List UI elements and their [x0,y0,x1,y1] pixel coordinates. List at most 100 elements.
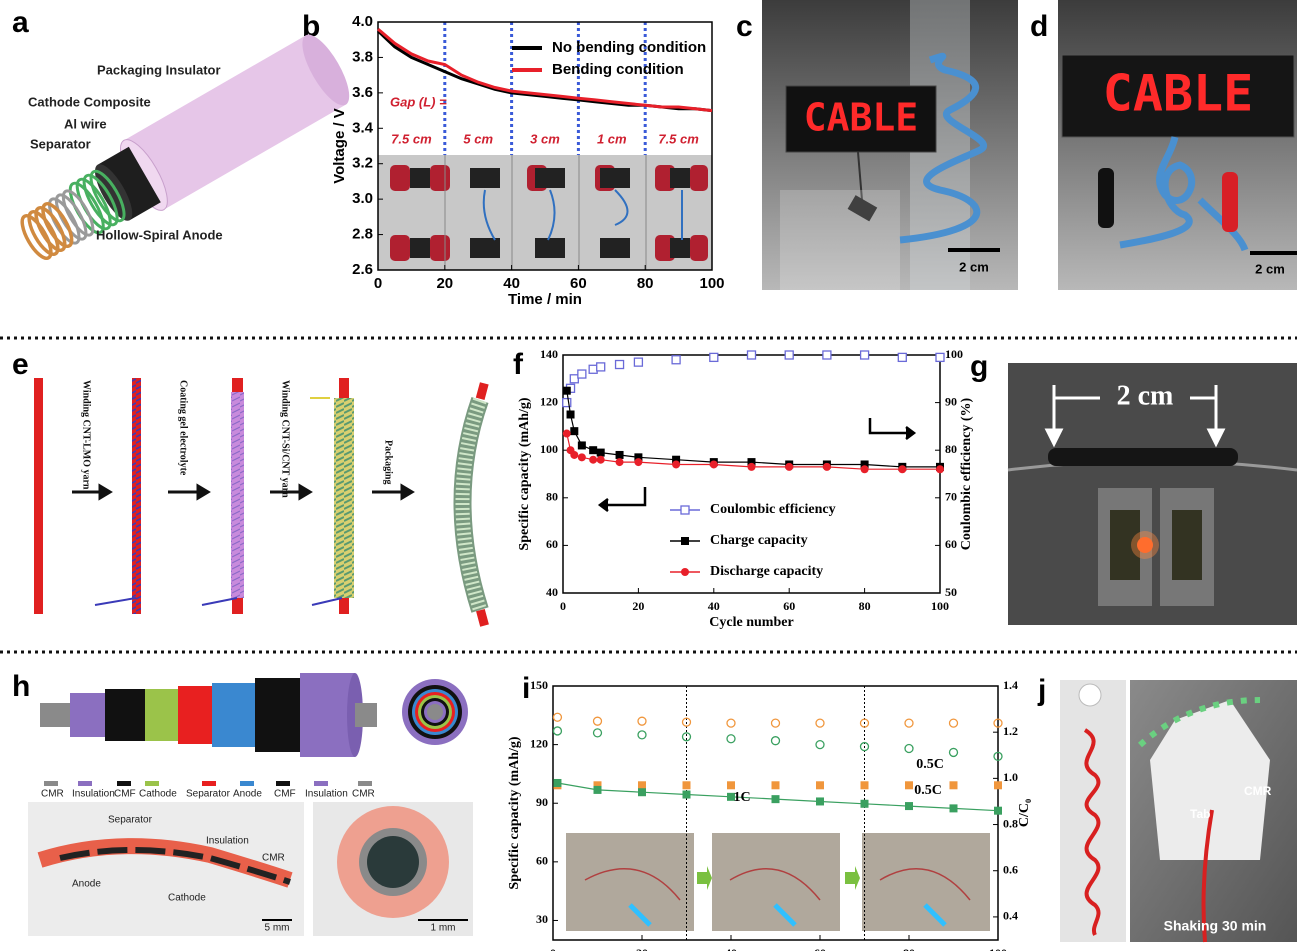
y-axis-label: Specific capacity (mAh/g) [517,397,532,551]
x-tick-label: 60 [814,946,826,951]
annotation: 7.5 cm [391,131,432,146]
marker [616,361,624,369]
y-tick-label: 3.2 [352,155,373,172]
marker [748,351,756,359]
marker [905,719,913,727]
led-sign: CABLE [1103,65,1254,123]
marker [823,463,831,471]
y2-tick-label: 1.2 [1003,724,1018,738]
photo-insets [566,833,990,931]
marker [823,351,831,359]
marker [578,370,586,378]
diagram-label: Separator [30,136,91,151]
marker [638,731,646,739]
y-tick-label: 150 [530,678,548,692]
panel-label: c [736,10,753,43]
panel-label: f [513,348,524,381]
y2-tick-label: 60 [945,537,957,551]
marker [638,717,646,725]
legend-label: Bending condition [552,61,684,78]
scale-label: 5 mm [265,923,290,934]
y-tick-label: 2.6 [352,261,373,278]
scale-bar-label: 2 cm [1255,261,1285,276]
panel-label: j [1037,674,1046,707]
y2-axis-label: C/C₀ [1017,799,1032,827]
diagram-label: Hollow-Spiral Anode [96,227,223,242]
marker [905,781,913,789]
photo-strip [378,155,712,270]
marker [772,719,780,727]
y-tick-label: 120 [540,394,558,408]
x-tick-label: 100 [989,946,1007,951]
photo-d: CABLE 2 cm [1058,0,1297,290]
layer-label: Cathode [139,789,177,800]
marker [589,446,597,454]
y2-tick-label: 0.6 [1003,862,1018,876]
annotation: 7.5 cm [658,131,699,146]
photo-label: Tab [1190,807,1210,821]
x-axis-label: Time / min [508,291,582,308]
x-tick-label: 20 [436,275,453,292]
photo-c: CABLE 2 cm [762,0,1018,290]
photo-label: Anode [72,879,101,890]
series-tag: 0.5C [914,783,942,798]
marker [672,356,680,364]
marker [898,465,906,473]
diagram-label: Packaging Insulator [97,62,221,77]
marker [816,719,824,727]
y-axis-label: Voltage / V [331,108,348,184]
legend-label: No bending condition [552,39,706,56]
marker [772,737,780,745]
marker [597,363,605,371]
x-tick-label: 20 [632,599,644,613]
marker [570,427,578,435]
y-tick-label: 90 [536,795,548,809]
marker [553,727,561,735]
marker [597,449,605,457]
x-tick-label: 40 [725,946,737,951]
x-tick-label: 40 [708,599,720,613]
panel-label: e [12,348,29,381]
layer-label: Separator [186,789,231,800]
layer-label: Anode [233,789,262,800]
marker [638,788,646,796]
x-tick-label: 20 [636,946,648,951]
marker [936,353,944,361]
marker [727,781,735,789]
diagram-label: Cathode Composite [28,94,151,109]
annotation: Gap (L) = [390,94,447,109]
x-tick-label: 40 [503,275,520,292]
led-sign: CABLE [804,96,918,140]
layer-diagram: CMR Insulation CMF Cathode Separator Ano… [28,673,473,936]
legend-label: Coulombic efficiency [710,502,836,517]
marker [589,365,597,373]
x-tick-label: 60 [783,599,795,613]
y2-tick-label: 100 [945,347,963,361]
marker [710,353,718,361]
photo-g: 2 cm [1008,363,1297,625]
annotation: 3 cm [530,131,560,146]
y2-tick-label: 0.4 [1003,909,1018,923]
marker [616,458,624,466]
photo-label: CMR [1244,784,1272,798]
marker [681,568,689,576]
x-tick-label: 80 [637,275,654,292]
scale-label: 2 cm [1117,380,1174,411]
step-label: Packaging [383,440,394,484]
marker [898,353,906,361]
y-tick-label: 3.0 [352,190,373,207]
diagram-label: Al wire [64,116,107,131]
y-axis-label: Specific capacity (mAh/g) [507,736,522,890]
y-tick-label: 140 [540,347,558,361]
photo-label: Insulation [206,836,249,847]
marker [570,375,578,383]
marker [563,387,571,395]
layer-label: CMR [41,789,64,800]
fabrication-diagram: Winding CNT-LMO yarn Coating gel electro… [34,378,489,627]
x-tick-label: 60 [570,275,587,292]
marker [727,719,735,727]
marker [994,781,1002,789]
y2-tick-label: 70 [945,490,957,504]
marker [681,537,689,545]
marker [567,411,575,419]
